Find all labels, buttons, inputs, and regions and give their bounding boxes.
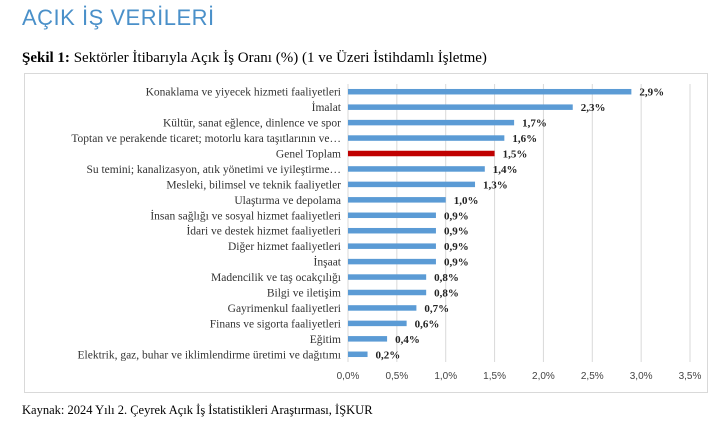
bar: [348, 135, 505, 141]
category-label: Konaklama ve yiyecek hizmeti faaliyetler…: [146, 87, 341, 99]
bar: [348, 305, 417, 311]
category-label: Elektrik, gaz, buhar ve iklimlendirme ür…: [78, 349, 341, 361]
data-label: 0,4%: [395, 334, 420, 346]
chart-frame: 0,0% 0,5% 1,0% 1,5% 2,0% 2,5% 3,0% 3,5% Konaklam…: [24, 73, 708, 393]
category-label: Genel Toplam: [276, 149, 341, 161]
category-label: Madencilik ve taş ocakçılığı: [211, 272, 341, 284]
data-label: 1,6%: [512, 133, 537, 145]
data-label: 0,8%: [434, 272, 459, 284]
category-label: İnsan sağlığı ve sosyal hizmet faaliyetl…: [150, 208, 341, 222]
data-label: 0,9%: [444, 241, 469, 253]
category-label: İnşaat: [314, 255, 342, 269]
bar: [348, 212, 436, 219]
data-label: 1,4%: [493, 164, 518, 176]
bar-chart: 0,0% 0,5% 1,0% 1,5% 2,0% 2,5% 3,0% 3,5% Konaklam…: [71, 84, 702, 382]
category-label: Toptan ve perakende ticaret; motorlu kar…: [71, 133, 341, 145]
category-label: Mesleki, bilimsel ve teknik faaliyetler: [166, 179, 341, 191]
x-tick-label: 0,5%: [385, 371, 408, 382]
bar: [348, 227, 436, 234]
category-label: Eğitim: [310, 334, 341, 346]
category-label: Su temini; kanalizasyon, atık yönetimi v…: [86, 164, 341, 176]
bar: [348, 258, 436, 265]
data-label: 2,3%: [581, 102, 606, 114]
bar: [348, 351, 368, 358]
category-label: Gayrimenkul faaliyetleri: [228, 303, 341, 315]
bar: [348, 320, 407, 327]
bar: [348, 104, 573, 110]
category-label: Bilgi ve iletişim: [267, 288, 341, 300]
bar: [348, 181, 476, 188]
x-tick-label: 1,5%: [483, 371, 506, 382]
x-tick-label: 2,5%: [581, 371, 604, 382]
bar: [348, 88, 632, 95]
bar: [348, 274, 427, 280]
data-label: 1,7%: [522, 118, 547, 130]
category-label: İdari ve destek hizmet faaliyetleri: [186, 224, 341, 238]
data-label: 0,9%: [444, 257, 469, 269]
data-label: 0,9%: [444, 210, 469, 222]
data-label: 1,0%: [454, 195, 479, 207]
category-label: Ulaştırma ve depolama: [234, 195, 341, 207]
bar: [348, 243, 436, 249]
category-label: Diğer hizmet faaliyetleri: [228, 241, 341, 253]
data-label: 1,5%: [503, 149, 528, 161]
category-label: Finans ve sigorta faaliyetleri: [210, 318, 341, 330]
category-label: İmalat: [312, 100, 342, 114]
x-tick-label: 0,0%: [337, 371, 360, 382]
x-tick-label: 3,5%: [679, 371, 702, 382]
bar: [348, 166, 485, 172]
x-tick-label: 2,0%: [532, 371, 555, 382]
data-label: 0,2%: [376, 349, 401, 361]
source-note: Kaynak: 2024 Yılı 2. Çeyrek Açık İş İsta…: [22, 403, 373, 417]
page-title: AÇIK İŞ VERİLERİ: [22, 5, 215, 30]
category-label: Kültür, sanat eğlence, dinlence ve spor: [163, 118, 341, 130]
data-label: 0,8%: [434, 288, 459, 300]
bar: [348, 119, 515, 126]
bar: [348, 197, 446, 203]
bar: [348, 336, 388, 342]
data-label: 1,3%: [483, 179, 508, 191]
figure-caption-prefix: Şekil 1:: [22, 50, 70, 66]
data-label: 0,9%: [444, 226, 469, 238]
data-label: 0,6%: [415, 318, 440, 330]
data-label: 2,9%: [639, 87, 664, 99]
bar-highlight: [348, 150, 495, 157]
bar: [348, 289, 427, 296]
x-tick-label: 3,0%: [630, 371, 653, 382]
data-label: 0,7%: [424, 303, 449, 315]
x-tick-label: 1,0%: [434, 371, 457, 382]
figure-caption-text: Sektörler İtibarıyla Açık İş Oranı (%) (…: [73, 50, 487, 66]
figure-caption: Şekil 1: Sektörler İtibarıyla Açık İş Or…: [22, 50, 487, 67]
